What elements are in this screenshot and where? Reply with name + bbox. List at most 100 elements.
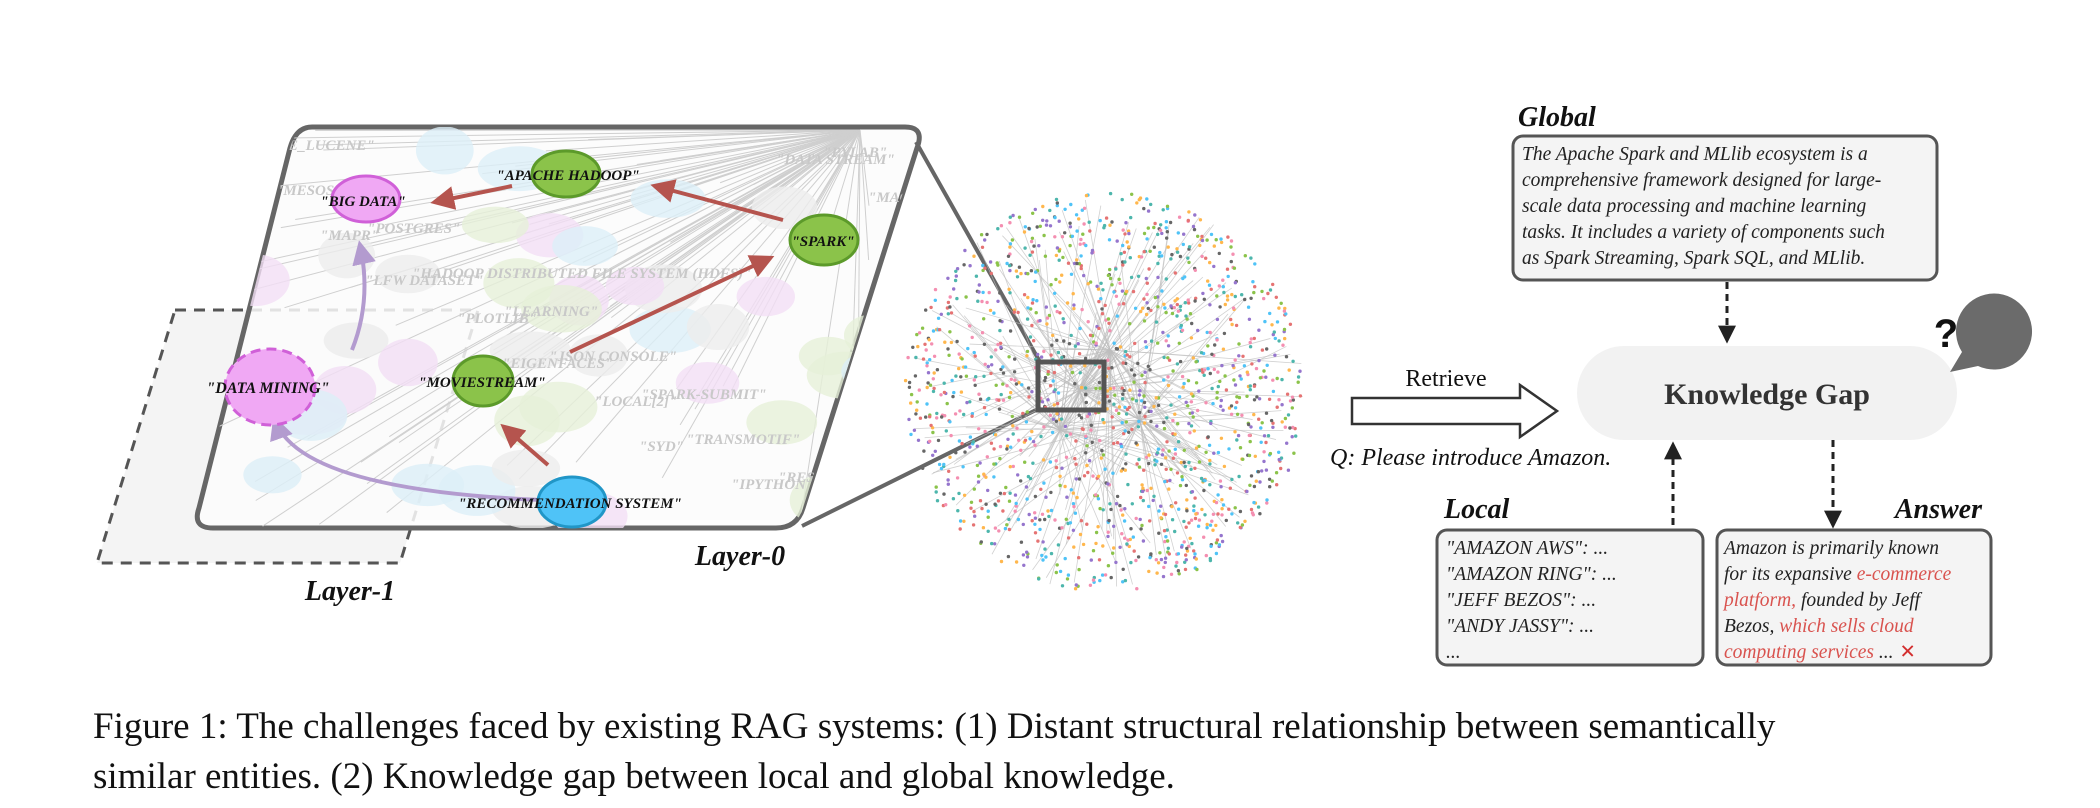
- graph-node: [1151, 498, 1155, 503]
- graph-node: [1273, 336, 1278, 341]
- graph-node: [1214, 551, 1219, 556]
- graph-node: [935, 368, 940, 372]
- graph-node: [1139, 399, 1144, 403]
- graph-node: [929, 423, 933, 428]
- graph-node: [1173, 271, 1178, 275]
- graph-node: [956, 509, 960, 513]
- answer-box: [1715, 528, 1993, 667]
- graph-node: [1162, 355, 1166, 360]
- graph-node: [957, 491, 961, 496]
- graph-node: [1084, 393, 1088, 397]
- bg-node: [552, 226, 618, 266]
- graph-node: [998, 341, 1003, 345]
- graph-node: [1167, 449, 1171, 453]
- graph-node: [1143, 405, 1147, 409]
- graph-node: [1090, 248, 1095, 253]
- graph-node: [1082, 273, 1086, 278]
- graph-node: [1106, 273, 1111, 278]
- graph-node: [1152, 245, 1157, 249]
- graph-node: [1008, 221, 1012, 225]
- graph-node: [1025, 349, 1030, 354]
- graph-node: [1205, 238, 1209, 242]
- graph-node: [1238, 374, 1242, 378]
- graph-node: [980, 299, 984, 304]
- bg-label: "PYLAB": [823, 145, 887, 161]
- answer-line: Bezos, which sells cloud: [1724, 616, 1914, 637]
- graph-node: [1030, 429, 1034, 434]
- graph-node: [1094, 341, 1098, 345]
- graph-node: [990, 541, 994, 546]
- graph-node: [932, 386, 936, 391]
- graph-node: [1156, 305, 1160, 309]
- graph-node: [1257, 417, 1261, 421]
- graph-node: [1162, 529, 1167, 533]
- graph-node: [970, 412, 975, 416]
- graph-node: [1190, 490, 1195, 494]
- graph-node: [1170, 311, 1175, 316]
- graph-node: [1014, 504, 1018, 508]
- graph-node: [1132, 373, 1137, 377]
- graph-node: [1043, 378, 1047, 383]
- graph-node: [1285, 392, 1290, 396]
- graph-node: [1119, 469, 1124, 473]
- graph-node: [1027, 512, 1031, 517]
- graph-node: [1219, 436, 1224, 440]
- graph-node: [1096, 497, 1101, 501]
- graph-node: [1048, 413, 1053, 417]
- graph-node: [1205, 526, 1209, 530]
- graph-node: [1194, 296, 1198, 300]
- graph-node: [1266, 434, 1271, 438]
- graph-node: [1131, 535, 1136, 539]
- graph-node: [1231, 252, 1235, 256]
- graph-node: [1074, 439, 1078, 443]
- graph-node: [1042, 481, 1046, 485]
- graph-node: [1077, 217, 1081, 221]
- graph-node: [1215, 294, 1219, 298]
- graph-node: [1022, 563, 1026, 567]
- graph-node: [1058, 280, 1062, 284]
- graph-node: [1121, 392, 1125, 396]
- graph-node: [1053, 215, 1057, 220]
- graph-node: [1051, 417, 1056, 421]
- graph-node: [1164, 467, 1168, 471]
- graph-node: [986, 364, 990, 369]
- graph-node: [1091, 474, 1095, 478]
- bg-label: "HADOOP DISTRIBUTED FILE SYSTEM (HDFS)": [412, 266, 752, 282]
- graph-node: [1121, 263, 1125, 267]
- graph-node: [1194, 557, 1199, 561]
- global-box: [1511, 134, 1939, 282]
- graph-node: [1155, 571, 1159, 575]
- graph-node: [1252, 336, 1257, 341]
- graph-node: [1120, 289, 1125, 293]
- graph-node: [963, 450, 967, 454]
- graph-node: [1001, 365, 1005, 369]
- graph-node: [939, 393, 943, 397]
- graph-node: [1101, 453, 1106, 457]
- graph-node: [1026, 272, 1030, 276]
- graph-node: [1046, 509, 1050, 513]
- graph-node: [1054, 570, 1059, 575]
- graph-node: [1190, 411, 1195, 415]
- graph-node: [955, 296, 959, 301]
- graph-node: [1219, 485, 1223, 489]
- graph-node: [1017, 438, 1021, 442]
- graph-edge: [1139, 391, 1240, 421]
- graph-node: [1177, 215, 1182, 219]
- graph-node: [1046, 398, 1050, 402]
- graph-node: [1180, 328, 1185, 332]
- graph-node: [1191, 224, 1196, 229]
- graph-node: [1042, 233, 1046, 238]
- graph-node: [1156, 232, 1160, 237]
- graph-node: [1145, 197, 1149, 201]
- graph-node: [996, 499, 1001, 503]
- answer-line: Amazon is primarily known: [1722, 538, 1939, 559]
- bg-label: "MAPR": [320, 228, 379, 244]
- graph-node: [963, 365, 968, 369]
- graph-node: [1106, 564, 1111, 568]
- graph-node: [1178, 254, 1183, 259]
- graph-node: [997, 407, 1002, 411]
- graph-edge: [1079, 389, 1115, 491]
- graph-node: [1186, 256, 1190, 260]
- graph-node: [946, 347, 950, 351]
- graph-node: [953, 412, 958, 416]
